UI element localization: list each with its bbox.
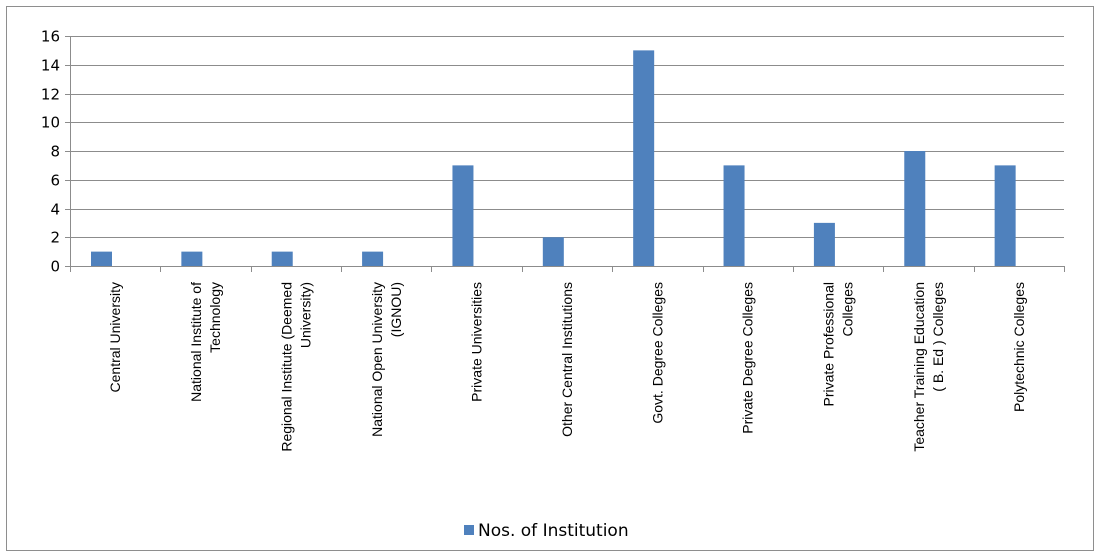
y-tick-label: 10 xyxy=(41,114,60,132)
bar xyxy=(362,251,384,266)
x-category-label-line: University) xyxy=(297,282,313,348)
x-category-label: Teacher Training Education( B. Ed ) Coll… xyxy=(911,282,946,452)
axes xyxy=(65,36,1065,272)
x-category-label-line: Govt. Degree Colleges xyxy=(649,282,665,424)
x-category-label-line: Private Universities xyxy=(469,282,485,402)
x-category-label-line: Regional Institute (Deemed xyxy=(278,282,294,452)
bar xyxy=(633,50,655,266)
bar xyxy=(994,165,1016,266)
y-tick-labels: 0 2 4 6 8 10 12 14 16 xyxy=(41,28,60,276)
bar xyxy=(181,251,203,266)
x-category-labels: Central University National Institute of T… xyxy=(107,282,1027,452)
x-category-label-line: ( B. Ed ) Colleges xyxy=(930,282,946,392)
bars xyxy=(91,50,1016,266)
y-tick-label: 0 xyxy=(50,258,60,276)
x-category-label: Polytechnic Colleges xyxy=(1011,282,1027,412)
x-category-label-line: Private Degree Colleges xyxy=(740,282,756,434)
x-category-label-line: Technology xyxy=(207,282,223,353)
x-category-label-line: (IGNOU) xyxy=(388,282,404,337)
y-tick-label: 12 xyxy=(41,86,60,104)
bar xyxy=(452,165,474,266)
bar xyxy=(91,251,112,266)
bar xyxy=(542,237,564,266)
x-category-label-line: Private Professional xyxy=(821,282,837,407)
y-tick-label: 16 xyxy=(41,28,60,46)
x-category-label-line: Teacher Training Education xyxy=(911,282,927,452)
chart-frame xyxy=(6,6,1094,551)
x-category-label-line: Other Central Institutions xyxy=(559,282,575,437)
x-category-label-line: Polytechnic Colleges xyxy=(1011,282,1027,412)
bar xyxy=(904,151,926,266)
x-category-label: Regional Institute (Deemed University) xyxy=(278,282,313,452)
x-category-label-line: National Institute of xyxy=(188,282,204,402)
x-category-label-line: Colleges xyxy=(840,282,856,336)
y-tick-label: 14 xyxy=(41,57,60,75)
bar xyxy=(271,251,293,266)
x-category-label-line: National Open University xyxy=(369,282,385,437)
bar xyxy=(723,165,745,266)
x-category-label: Central University xyxy=(107,282,123,392)
y-tick-label: 2 xyxy=(50,229,60,247)
bar xyxy=(813,222,835,266)
y-tick-label: 4 xyxy=(50,201,60,219)
gridlines xyxy=(70,36,1064,238)
legend-label: Nos. of Institution xyxy=(478,521,629,541)
x-category-label: Other Central Institutions xyxy=(559,282,575,437)
x-category-label: Private Universities xyxy=(469,282,485,402)
y-tick-label: 6 xyxy=(50,172,60,190)
x-category-label: Private Degree Colleges xyxy=(740,282,756,434)
legend: Nos. of Institution xyxy=(464,521,629,541)
x-category-label-line: Central University xyxy=(107,282,123,392)
legend-swatch xyxy=(464,525,474,535)
x-category-label: National Institute of Technology xyxy=(188,282,223,402)
y-tick-label: 8 xyxy=(50,143,60,161)
x-category-label: Govt. Degree Colleges xyxy=(649,282,665,424)
x-category-label: Private Professional Colleges xyxy=(821,282,856,407)
x-category-label: National Open University (IGNOU) xyxy=(369,282,404,437)
